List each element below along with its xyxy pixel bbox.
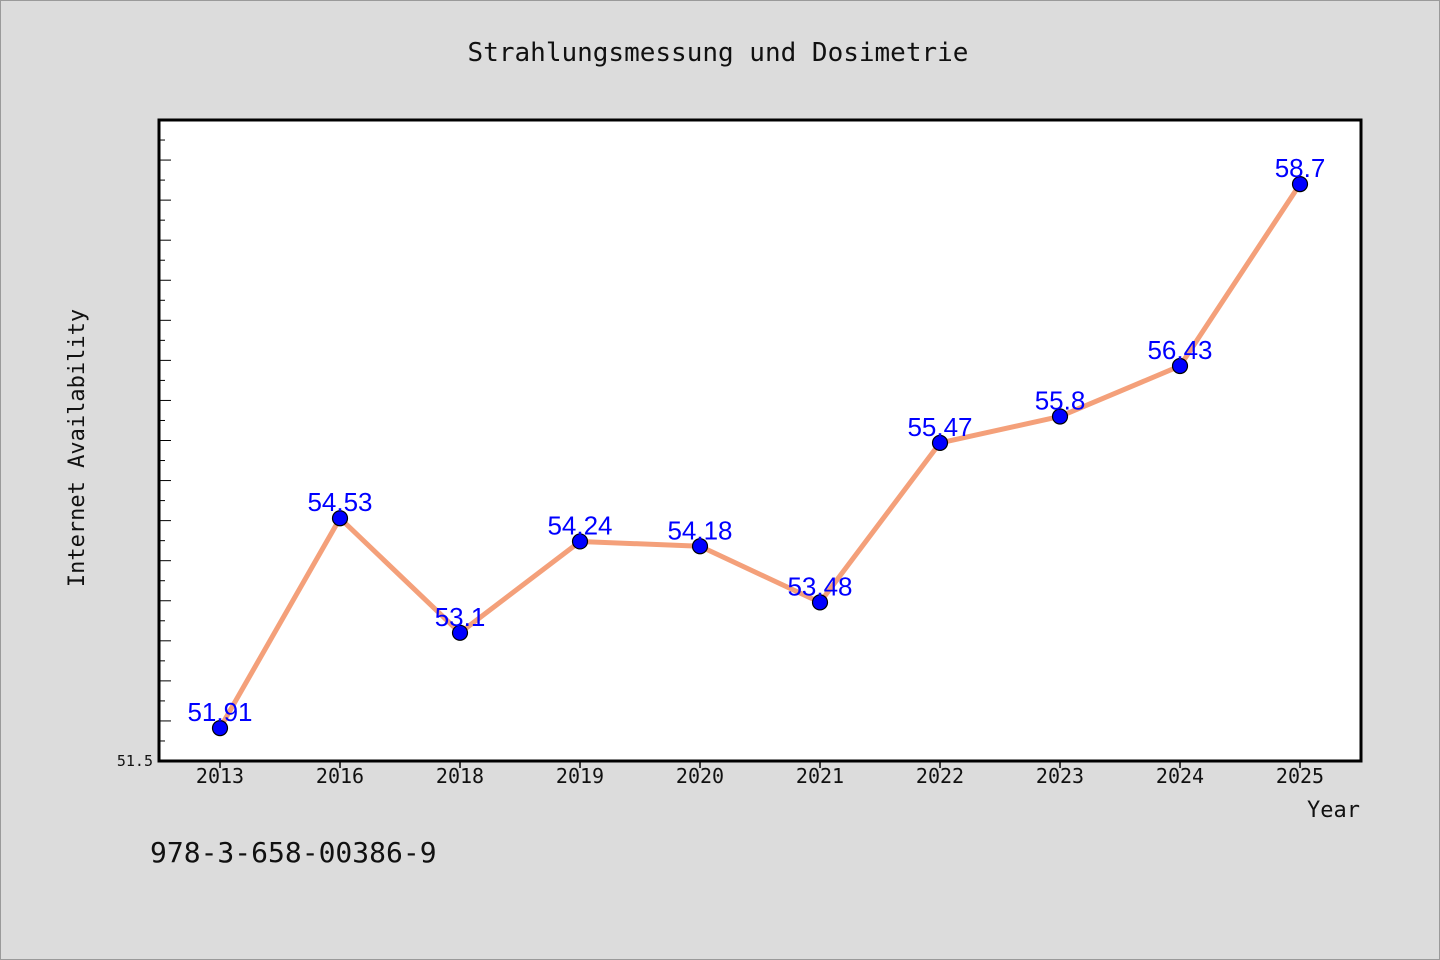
data-point [331, 510, 349, 527]
data-label: 53.1 [435, 602, 486, 632]
x-tick-label: 2016 [316, 764, 364, 788]
data-point [691, 538, 709, 555]
y-tick-label: 51.5 [117, 752, 153, 770]
data-point [811, 594, 829, 611]
y-axis-label: Internet Availability [65, 309, 90, 587]
data-label: 58.7 [1275, 153, 1326, 183]
x-tick-label: 2023 [1036, 764, 1084, 788]
data-point [1291, 176, 1309, 193]
x-axis-ticks [219, 761, 1301, 768]
footer-identifier: 978-3-658-00386-9 [150, 836, 437, 869]
x-tick-label: 2022 [916, 764, 964, 788]
data-label: 55.47 [907, 412, 972, 442]
series-line [217, 181, 1303, 731]
x-tick-label: 2018 [436, 764, 484, 788]
chart-title: Strahlungsmessung und Dosimetrie [468, 38, 969, 68]
series-markers [211, 176, 1309, 737]
data-label: 54.18 [667, 515, 732, 545]
data-point [1171, 357, 1189, 375]
data-label: 54.24 [547, 510, 612, 540]
data-point [931, 434, 949, 452]
x-tick-label: 2024 [1156, 764, 1204, 788]
x-tick-label: 2013 [196, 764, 244, 788]
x-tick-label: 2019 [556, 764, 604, 788]
data-label: 54.53 [307, 487, 372, 517]
plot-area [157, 118, 1363, 763]
x-axis-label: Year [1307, 798, 1360, 823]
data-label: 55.8 [1035, 385, 1086, 415]
x-tick-labels: 2013 2016 2018 2019 2020 2021 2022 2023 2024 2025 [196, 764, 1324, 788]
data-label: 56.43 [1147, 335, 1212, 365]
data-labels: 51.91 54.53 53.1 54.24 54.18 53.48 55.47 55.8 56… [187, 153, 1325, 727]
x-tick-label: 2020 [676, 764, 724, 788]
x-tick-label: 2021 [796, 764, 844, 788]
series-line-group [217, 181, 1303, 731]
data-point [211, 720, 229, 737]
x-tick-label: 2025 [1276, 764, 1324, 788]
data-label: 51.91 [187, 697, 252, 727]
data-label: 53.48 [787, 571, 852, 601]
data-point [1051, 408, 1069, 425]
data-point [451, 624, 469, 641]
data-point [571, 533, 589, 550]
y-axis-ticks [159, 139, 171, 742]
